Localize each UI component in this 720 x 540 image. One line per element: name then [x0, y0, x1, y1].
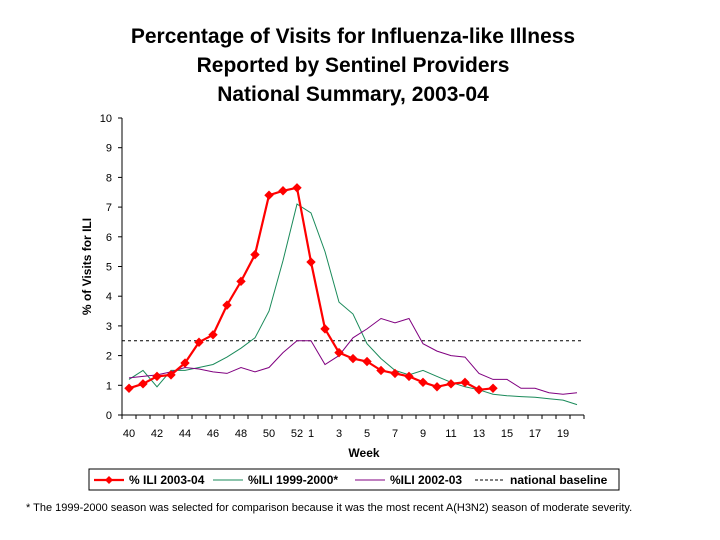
point-ili-2003-04 [404, 371, 414, 382]
x-tick-label: 7 [392, 428, 398, 440]
x-tick-label: 44 [179, 428, 191, 440]
point-ili-2003-04 [236, 276, 246, 287]
chart-title: Percentage of Visits for Influenza-like … [131, 25, 575, 106]
point-ili-2003-04 [124, 383, 134, 393]
y-tick-label: 1 [106, 380, 112, 392]
x-tick-label: 11 [445, 428, 456, 440]
x-tick-label: 5 [364, 428, 370, 440]
x-tick-label: 3 [336, 428, 342, 440]
series-line--ili-1999-2000- [128, 203, 578, 406]
x-tick-label: 9 [420, 428, 426, 440]
point-ili-2003-04 [348, 353, 358, 364]
series-line--ili-2003-04 [128, 186, 494, 391]
x-tick-label: 42 [151, 428, 163, 440]
x-tick-label: 46 [207, 428, 219, 440]
y-tick-label: 4 [106, 291, 112, 303]
x-tick-label: 1 [308, 428, 314, 440]
point-ili-2003-04 [180, 358, 190, 368]
x-axis-label: Week [348, 446, 379, 460]
point-ili-2003-04 [432, 382, 442, 392]
point-ili-2003-04 [138, 379, 148, 389]
y-tick-label: 6 [106, 232, 112, 244]
x-tick-label: 19 [557, 428, 569, 440]
chart-title-line-1: Percentage of Visits for Influenza-like … [131, 25, 575, 48]
point-ili-2003-04 [488, 383, 498, 393]
point-ili-2003-04 [152, 371, 162, 382]
y-axis-label: % of Visits for ILI [80, 218, 94, 315]
x-tick-label: 15 [501, 428, 513, 440]
legend-label: national baseline [510, 473, 608, 487]
point-ili-2003-04 [474, 385, 484, 395]
chart-title-line-3: National Summary, 2003-04 [217, 83, 489, 106]
x-tick-label: 48 [235, 428, 247, 440]
legend: % ILI 2003-04 %ILI 1999-2000* %ILI 2002-03… [88, 468, 620, 491]
y-tick-label: 2 [106, 351, 112, 363]
point-ili-2003-04 [334, 347, 344, 358]
y-tick-label: 5 [106, 262, 112, 274]
point-ili-2003-04 [320, 324, 330, 334]
y-tick-label: 7 [106, 202, 112, 214]
point-ili-2003-04 [278, 186, 288, 196]
y-tick-label: 9 [106, 143, 112, 155]
chart-title-line-2: Reported by Sentinel Providers [197, 54, 510, 77]
point-ili-2003-04 [250, 249, 260, 260]
point-ili-2003-04 [208, 330, 218, 340]
x-tick-label: 50 [263, 428, 275, 440]
point-ili-2003-04 [446, 379, 456, 389]
point-ili-2003-04 [292, 183, 302, 193]
legend-box [88, 468, 620, 491]
y-tick-label: 8 [106, 172, 112, 184]
point-ili-2003-04 [362, 356, 372, 367]
point-ili-2003-04 [460, 377, 470, 388]
legend-marker [105, 476, 113, 484]
y-tick-label: 10 [100, 113, 112, 125]
point-ili-2003-04 [222, 300, 232, 310]
legend-label: %ILI 2002-03 [390, 473, 462, 487]
point-ili-2003-04 [264, 190, 274, 200]
footnote: * The 1999-2000 season was selected for … [26, 502, 633, 514]
x-tick-label: 17 [529, 428, 541, 440]
point-ili-2003-04 [166, 370, 176, 380]
point-ili-2003-04 [376, 365, 386, 376]
legend-label: %ILI 1999-2000* [248, 473, 338, 487]
point-ili-2003-04 [194, 337, 204, 347]
x-tick-label: 13 [473, 428, 485, 440]
x-tick-label: 52 [291, 428, 303, 440]
legend-label: % ILI 2003-04 [129, 473, 205, 487]
y-tick-label: 3 [106, 321, 112, 333]
point-ili-2003-04 [418, 377, 428, 388]
series-layer [124, 183, 578, 406]
point-ili-2003-04 [306, 257, 316, 267]
point-ili-2003-04 [390, 368, 400, 379]
series-line--ili-2002-03 [128, 317, 578, 395]
y-tick-label: 0 [106, 410, 112, 422]
x-tick-label: 40 [123, 428, 135, 440]
